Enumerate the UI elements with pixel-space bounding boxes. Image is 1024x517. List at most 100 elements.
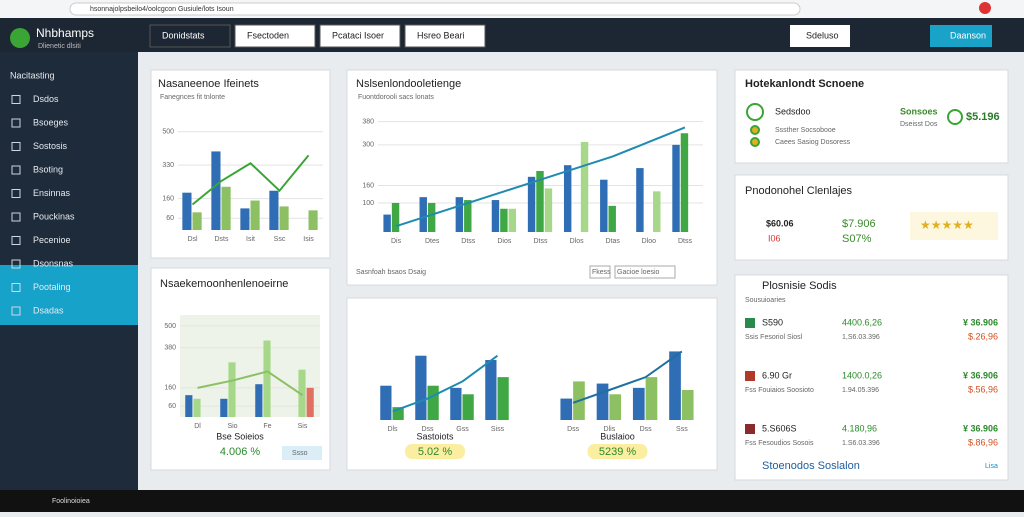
icon — [750, 125, 760, 135]
bar — [427, 202, 436, 232]
x-tick-label: Dios — [497, 238, 512, 245]
logo-sub: Dlienetic dlsiti — [38, 43, 81, 50]
bar — [182, 192, 192, 230]
button[interactable] — [790, 25, 850, 47]
button[interactable] — [614, 265, 676, 279]
taskbar-search[interactable]: Foolinoioiea — [52, 498, 90, 505]
x-tick-label: Dtes — [425, 238, 440, 245]
row-right2: $.56,96 — [968, 384, 998, 394]
x-tick-label: Gss — [456, 426, 469, 433]
sidebar-icon — [11, 212, 21, 222]
x-tick-label: Siss — [491, 426, 505, 433]
tab[interactable] — [149, 24, 231, 48]
sidebar-active — [0, 265, 138, 325]
y-tick-label: 60 — [168, 403, 176, 410]
address-bar[interactable] — [69, 2, 801, 16]
card-footer[interactable]: Stoenodos Soslalon — [762, 460, 860, 472]
trend-line — [395, 126, 686, 228]
sidebar-item[interactable]: Bsoeges — [33, 117, 69, 127]
bar — [306, 387, 314, 417]
bar — [636, 168, 644, 232]
bar — [669, 351, 681, 420]
bar — [450, 387, 462, 420]
chart-subtitle: Fuontdorooli sacs lonats — [358, 94, 434, 101]
sidebar-item[interactable]: Dsadas — [33, 305, 64, 315]
row-right: ¥ 36.906 — [963, 317, 998, 327]
bar — [681, 390, 694, 420]
sidebar-item[interactable]: Bsoting — [33, 164, 63, 174]
button[interactable] — [589, 265, 611, 279]
tab-label: Hsreo Beari — [417, 30, 465, 40]
rating-stars: ★★★★★ — [920, 218, 974, 232]
trend-line — [197, 370, 304, 396]
bar — [298, 369, 306, 417]
row-icon — [745, 424, 755, 434]
bar — [269, 190, 279, 230]
card — [734, 274, 1009, 481]
y-tick-label: 160 — [164, 385, 176, 392]
row-desc: Fss Fesoudios Sosois — [745, 440, 814, 447]
card-subtitle: Sousuioaries — [745, 297, 786, 304]
profile[interactable] — [979, 2, 991, 14]
row-right: ¥ 36.906 — [963, 423, 998, 433]
y-tick-label: 300 — [362, 142, 374, 149]
bar — [608, 205, 616, 232]
sidebar-item[interactable]: Pouckinas — [33, 211, 75, 221]
stat: I06 — [768, 233, 781, 243]
x-tick-label: Dsl — [187, 236, 198, 243]
row-desc: Fss Fouiaios Soosioto — [745, 387, 814, 394]
row-label: Caees Sasiog Dosoress — [775, 139, 851, 146]
bar — [672, 144, 680, 232]
sidebar-icon — [11, 165, 21, 175]
sidebar-item[interactable]: Nacitasting — [10, 70, 55, 80]
x-tick-label: Dtas — [606, 238, 621, 245]
bar — [228, 362, 236, 417]
row-icon — [745, 318, 755, 328]
bar — [308, 210, 318, 230]
chart-footer: Buslaioo — [600, 431, 635, 441]
sidebar-icon — [11, 259, 21, 269]
chart-footer: Sastoiots — [416, 431, 454, 441]
tab-label: Fsectoden — [247, 30, 289, 40]
y-tick-label: 160 — [162, 195, 174, 202]
chart-title: Nslsenlondooletienge — [356, 78, 461, 90]
sidebar-item[interactable]: Dsonsnas — [33, 258, 74, 268]
x-tick-label: Dtss — [678, 238, 693, 245]
tab-label: Pcataci Isoer — [332, 30, 384, 40]
bar — [392, 407, 404, 420]
bar — [563, 165, 572, 232]
row-code: S590 — [762, 317, 783, 327]
value-pill — [405, 444, 465, 459]
chart-value: 4.006 % — [220, 446, 261, 458]
stat: $7.906 — [842, 218, 876, 230]
trend-line — [392, 354, 499, 413]
bar — [527, 176, 536, 232]
button[interactable] — [930, 25, 992, 47]
chart-title: Nasaneenoe Ifeinets — [158, 78, 259, 90]
bar — [391, 202, 400, 232]
sidebar-item[interactable]: Sostosis — [33, 141, 68, 151]
tab[interactable] — [234, 24, 316, 48]
row-right2: $.26,96 — [968, 331, 998, 341]
bar — [427, 385, 439, 420]
x-tick-label: Sis — [298, 423, 308, 430]
sidebar-item[interactable]: Pecenioe — [33, 235, 71, 245]
tab[interactable] — [404, 24, 486, 48]
sidebar-icon — [11, 283, 21, 292]
sidebar-item[interactable]: Ensinnas — [33, 188, 71, 198]
bar — [609, 394, 622, 420]
bar — [491, 200, 500, 232]
bar — [279, 206, 289, 230]
sidebar-icon — [11, 236, 21, 245]
bar — [536, 171, 544, 232]
card-side: Sonsoes — [900, 106, 938, 116]
x-tick-label: Dl — [194, 423, 201, 430]
sidebar-item[interactable]: Pootaling — [33, 282, 71, 292]
link[interactable]: Lisa — [985, 463, 998, 470]
sidebar-item[interactable]: Dsdos — [33, 94, 59, 104]
tab[interactable] — [319, 24, 401, 48]
button[interactable] — [282, 446, 322, 460]
bar — [455, 197, 464, 232]
row-mid2: 1.94.05.396 — [842, 387, 879, 394]
button-label: Ssso — [292, 450, 308, 457]
